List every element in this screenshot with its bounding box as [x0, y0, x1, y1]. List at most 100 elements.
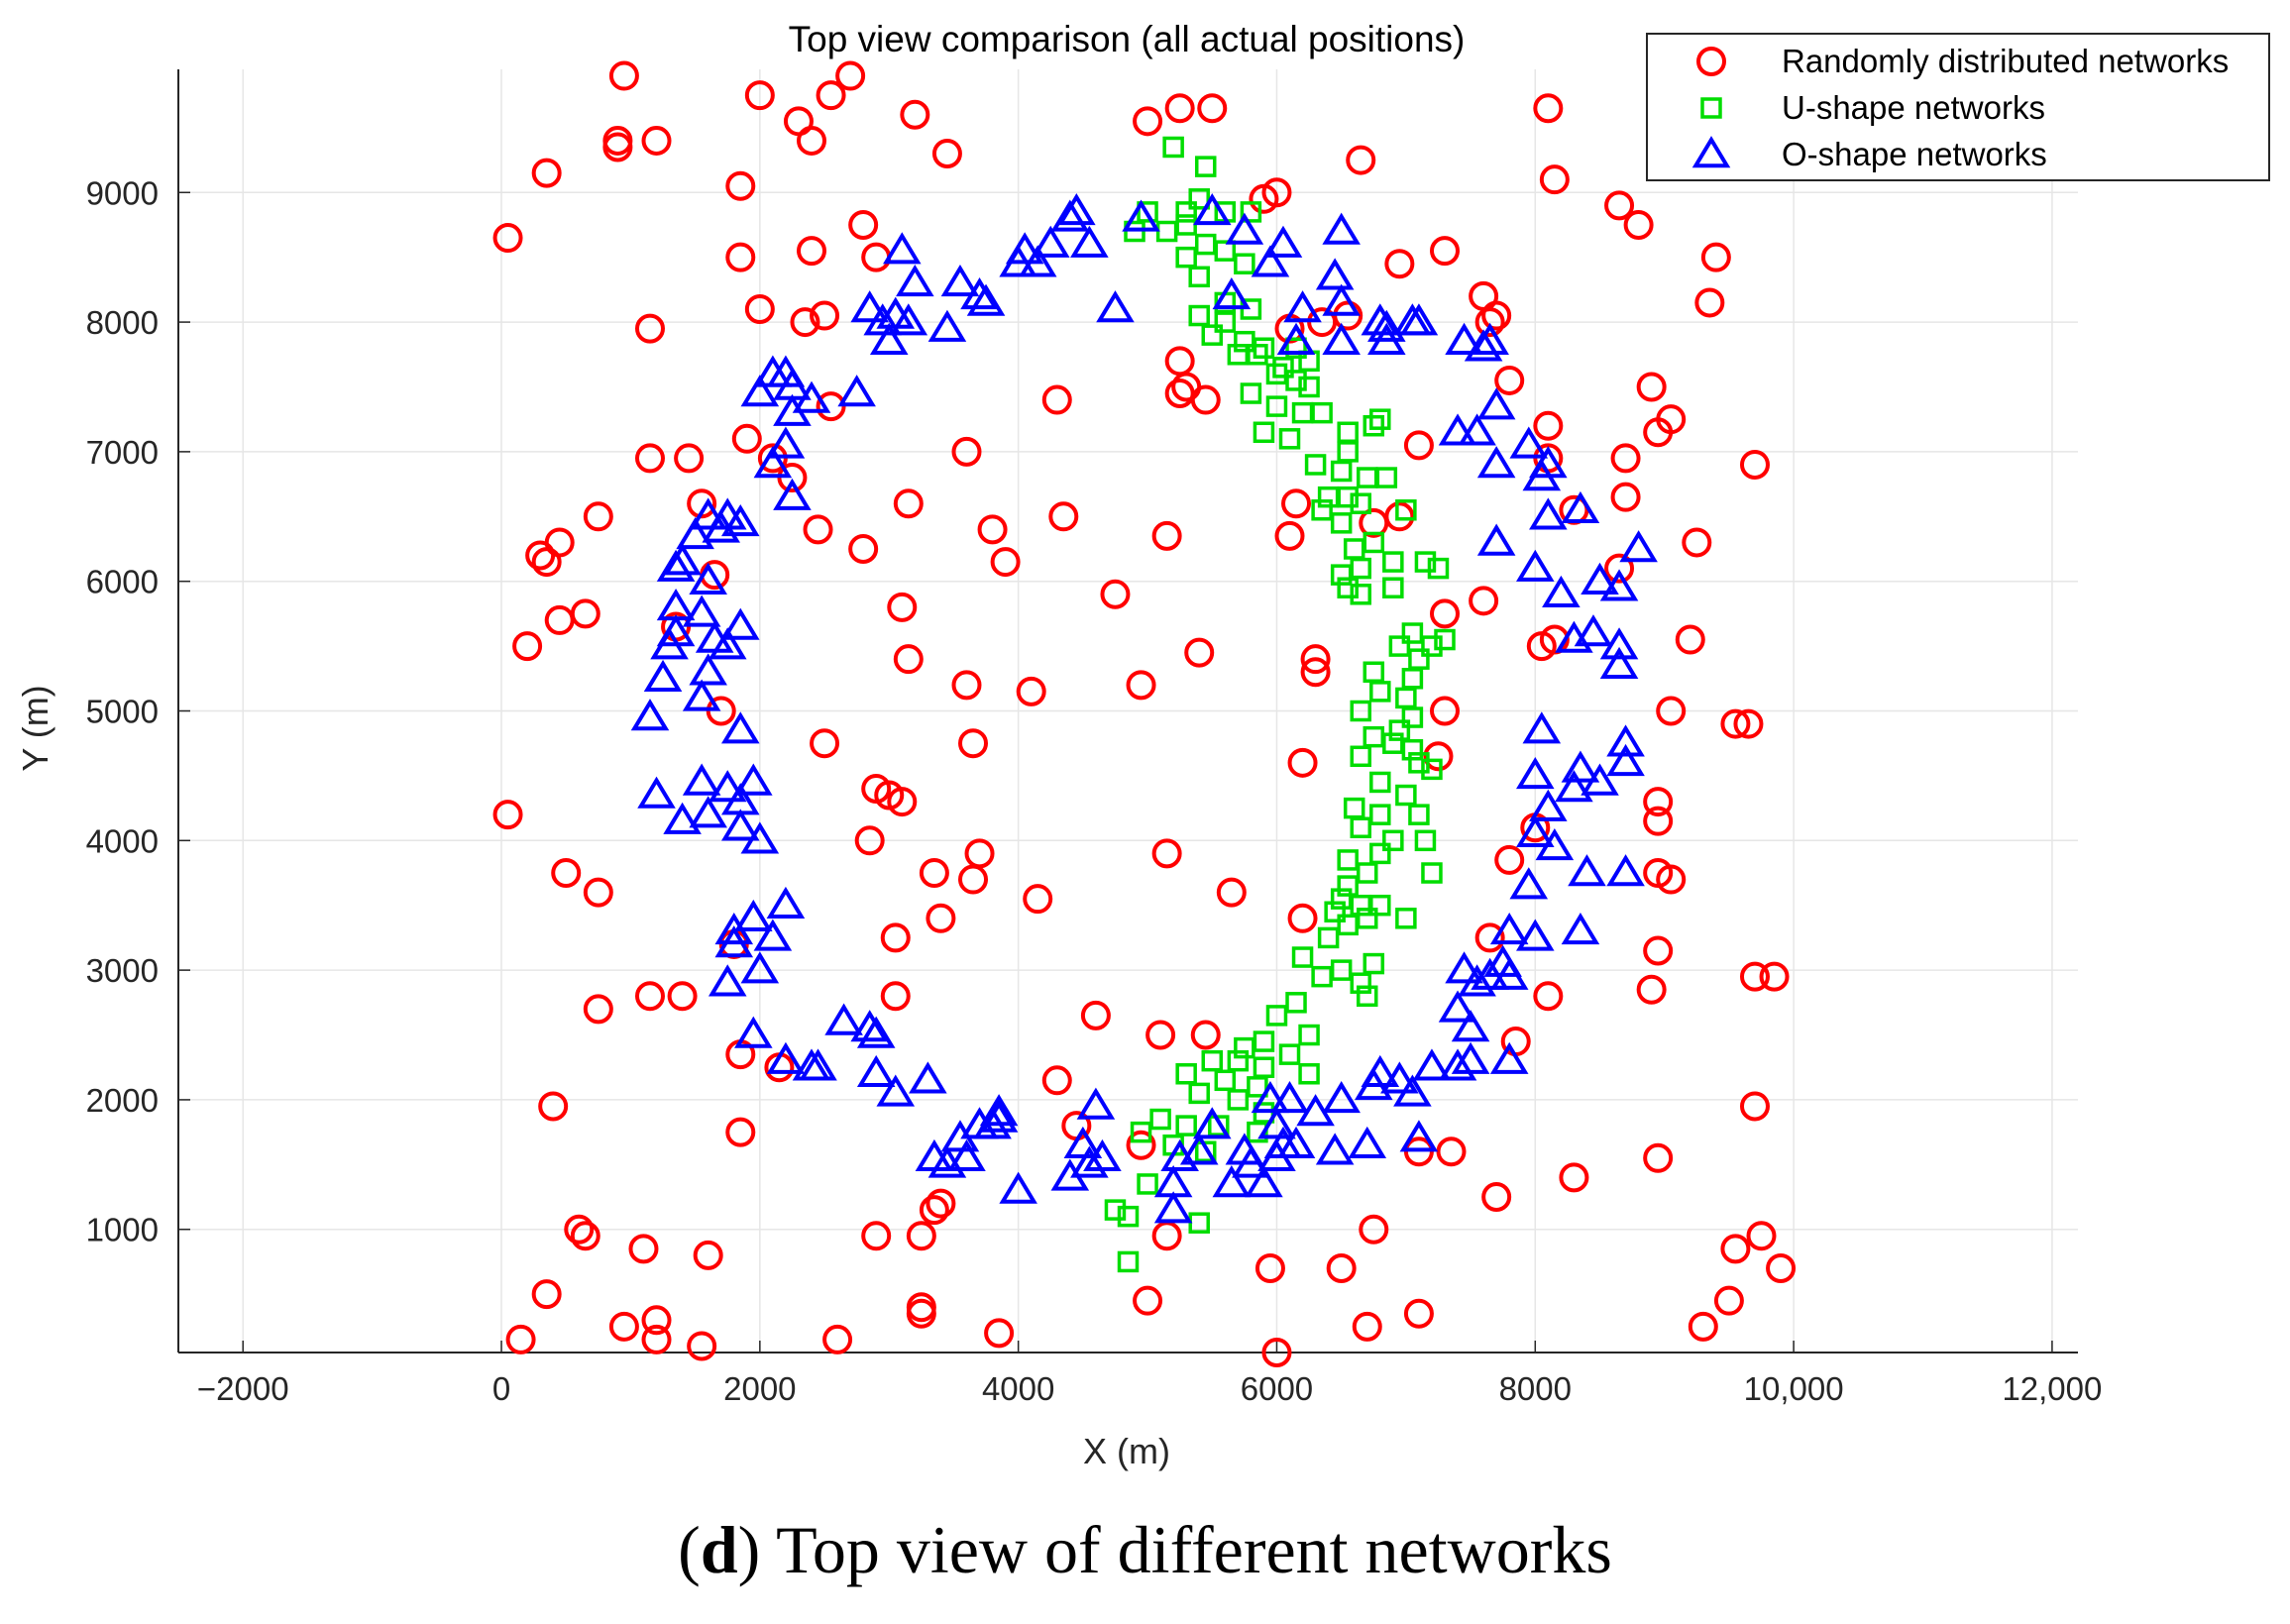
random-network-point [1700, 242, 1731, 272]
o-shape-network-point [766, 886, 806, 919]
o-shape-network-point [720, 809, 760, 841]
u-shape-network-point [1155, 220, 1178, 243]
o-shape-network-point [1283, 290, 1322, 323]
u-shape-network-point [1214, 240, 1237, 262]
u-shape-network-point [1369, 894, 1391, 917]
o-shape-network-point [876, 1074, 916, 1107]
random-network-point [1300, 657, 1331, 688]
x-tick-label: 6000 [1241, 1370, 1313, 1407]
random-network-point [725, 170, 756, 201]
random-network-point [551, 858, 582, 889]
o-shape-network-point [856, 1016, 896, 1048]
u-shape-network-point [1175, 1115, 1197, 1137]
random-network-point [667, 981, 698, 1012]
u-shape-network-point [1234, 330, 1255, 353]
y-tick-label: 4000 [86, 822, 159, 859]
legend-marker-o_shape [1691, 136, 1731, 168]
o-shape-network-point [702, 510, 740, 543]
random-network-point [505, 1324, 536, 1354]
legend-box [1646, 33, 2270, 181]
random-network-point [1352, 1311, 1382, 1342]
u-shape-network-point [1227, 344, 1250, 366]
o-shape-network-point [740, 821, 780, 854]
o-shape-network-point [714, 925, 754, 958]
random-network-point [1430, 598, 1460, 629]
u-shape-network-point [1162, 136, 1184, 159]
random-network-point [816, 80, 846, 111]
o-shape-network-point [1516, 919, 1555, 951]
u-shape-network-point [1350, 584, 1371, 605]
random-network-point [687, 1331, 717, 1361]
random-network-point [926, 903, 956, 933]
random-network-point [1326, 1252, 1357, 1283]
random-network-point [1133, 106, 1163, 137]
o-shape-network-point [966, 283, 1006, 316]
o-shape-network-point [689, 562, 727, 595]
u-shape-network-point [1401, 622, 1424, 644]
o-shape-network-point [883, 232, 922, 265]
o-shape-network-point [1599, 569, 1639, 601]
o-shape-network-point [1458, 964, 1496, 997]
random-network-point [1643, 935, 1674, 966]
o-shape-network-point [740, 951, 780, 984]
u-shape-network-point [1382, 732, 1404, 754]
o-shape-network-point [1471, 322, 1509, 355]
o-shape-network-point [1212, 277, 1252, 310]
random-network-point [1126, 1130, 1156, 1160]
random-network-point [1559, 1162, 1589, 1193]
u-shape-network-point [1363, 725, 1385, 748]
random-network-point [1494, 844, 1525, 875]
u-shape-network-point [1188, 304, 1210, 327]
o-shape-network-point [876, 296, 916, 329]
x-tick-label: 8000 [1499, 1370, 1572, 1407]
random-network-point [797, 125, 826, 156]
o-shape-network-point [1509, 426, 1549, 459]
random-network-point [1145, 1020, 1176, 1050]
random-network-point [1643, 806, 1674, 836]
o-shape-network-point [1361, 303, 1400, 336]
random-network-point [1643, 1142, 1674, 1173]
random-network-point [1184, 637, 1215, 668]
o-shape-network-point [630, 699, 670, 731]
random-network-point [744, 80, 775, 111]
random-network-point [1261, 177, 1292, 208]
random-network-point [848, 209, 879, 240]
random-network-point [1023, 884, 1053, 915]
u-shape-network-point [1130, 1121, 1152, 1143]
random-network-point [1190, 384, 1221, 415]
random-network-point [1675, 624, 1705, 655]
o-shape-network-point [1122, 199, 1160, 232]
random-network-point [583, 994, 613, 1025]
random-network-point [900, 99, 930, 130]
u-shape-network-point [1337, 914, 1359, 936]
random-network-point [1164, 379, 1195, 409]
u-shape-network-point [1188, 188, 1210, 210]
o-shape-network-point [1070, 225, 1109, 258]
random-network-point [544, 604, 575, 635]
o-shape-network-point [1315, 258, 1355, 290]
random-network-point [583, 501, 613, 532]
o-shape-network-point [1516, 757, 1555, 790]
random-network-point [1430, 696, 1460, 726]
o-shape-network-point [1263, 225, 1303, 258]
random-network-point [634, 443, 665, 474]
o-shape-network-point [1192, 1107, 1232, 1139]
o-shape-network-point [1581, 763, 1619, 796]
u-shape-network-point [1330, 888, 1353, 910]
o-shape-network-point [1438, 990, 1477, 1023]
random-network-point [1048, 501, 1079, 532]
y-tick-label: 5000 [86, 694, 159, 730]
random-network-point [893, 644, 924, 675]
u-shape-network-point [1311, 965, 1333, 988]
random-network-point [1126, 670, 1156, 701]
u-shape-network-point [1240, 382, 1262, 404]
u-shape-network-point [1421, 635, 1443, 657]
random-network-point [835, 60, 866, 91]
o-shape-network-point [1509, 867, 1549, 900]
u-shape-network-point [1214, 311, 1237, 333]
u-shape-network-point [1395, 687, 1417, 709]
o-shape-network-point [676, 517, 714, 550]
u-shape-network-point [1369, 804, 1391, 825]
o-shape-network-point [1076, 1087, 1116, 1120]
y-tick-label: 1000 [86, 1212, 159, 1248]
